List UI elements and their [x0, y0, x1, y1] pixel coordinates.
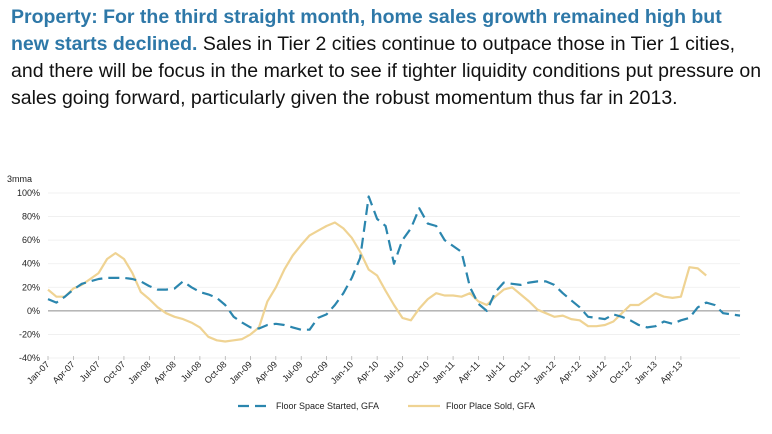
x-tick-label: Oct-12	[608, 359, 634, 385]
x-tick-label: Oct-07	[101, 359, 127, 385]
legend-item-sold: Floor Place Sold, GFA	[408, 401, 535, 411]
y-tick-label: 60%	[22, 235, 40, 245]
y-tick-label: 40%	[22, 259, 40, 269]
x-tick-label: Oct-10	[405, 359, 431, 385]
x-tick-label: Oct-08	[202, 359, 228, 385]
y-axis-ticks: -40% -20% 0% 20% 40% 60% 80% 100%	[17, 188, 40, 363]
series-layer	[47, 195, 741, 343]
series-line-floor-place-sold	[47, 221, 707, 343]
headline-body: Sales in Tier 2 cities continue to outpa…	[11, 33, 762, 109]
x-tick-label: Jan-13	[632, 359, 659, 386]
y-tick-label: 0%	[27, 306, 40, 316]
x-tick-label: Jan-09	[227, 359, 254, 386]
y-tick-label: -20%	[19, 329, 40, 339]
y-tick-label: 80%	[22, 212, 40, 222]
series-line-floor-space-started	[47, 195, 741, 331]
x-tick-label: Jul-12	[584, 359, 608, 383]
legend-item-started: Floor Space Started, GFA	[238, 401, 379, 411]
headline-bold: Property: For the third straight month, …	[11, 6, 722, 55]
x-tick-label: Jul-11	[483, 359, 507, 383]
x-tick-label: Apr-12	[557, 359, 583, 385]
legend-label: Floor Space Started, GFA	[276, 401, 379, 411]
x-tick-label: Apr-10	[354, 359, 380, 385]
legend: Floor Space Started, GFA Floor Place Sold…	[238, 401, 535, 411]
x-tick-label: Jul-07	[78, 359, 102, 383]
x-tick-label: Jan-07	[25, 359, 52, 386]
headline: Property: For the third straight month, …	[11, 4, 763, 112]
x-tick-label: Oct-09	[304, 359, 330, 385]
x-tick-label: Jan-11	[430, 359, 456, 385]
y-tick-label: -40%	[19, 353, 40, 363]
y-tick-label: 20%	[22, 282, 40, 292]
x-tick-label: Apr-11	[456, 359, 482, 385]
x-tick-label: Jul-08	[179, 359, 203, 383]
x-tick-label: Jul-09	[280, 359, 304, 383]
grid-layer	[48, 192, 740, 359]
x-tick-label: Apr-09	[253, 359, 279, 385]
x-tick-label: Jan-08	[126, 359, 153, 386]
x-tick-label: Jan-10	[329, 359, 356, 386]
y-tick-label: 100%	[17, 188, 40, 198]
x-tick-label: Apr-07	[51, 359, 77, 385]
x-tick-label: Apr-08	[152, 359, 178, 385]
legend-label: Floor Place Sold, GFA	[446, 401, 535, 411]
x-tick-label: Jul-10	[381, 359, 405, 383]
x-tick-label: Apr-13	[658, 359, 684, 385]
unit-label: 3mma	[7, 174, 32, 184]
line-chart: 3mma -40%-20%0%20%40%60%80%100% Jan-07 Ap…	[7, 174, 741, 411]
x-tick-label: Oct-11	[507, 359, 533, 385]
x-tick-label: Jan-12	[531, 359, 558, 386]
